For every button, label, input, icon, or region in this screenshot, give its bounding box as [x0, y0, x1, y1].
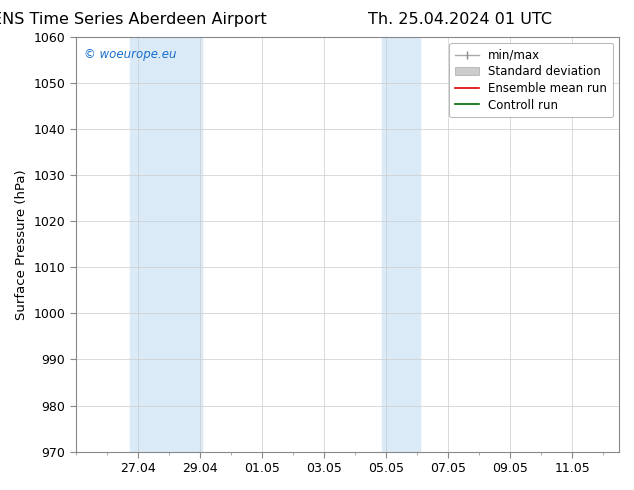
Text: © woeurope.eu: © woeurope.eu	[84, 48, 176, 60]
Text: Th. 25.04.2024 01 UTC: Th. 25.04.2024 01 UTC	[368, 12, 552, 27]
Bar	[130, 37, 202, 452]
Legend: min/max, Standard deviation, Ensemble mean run, Controll run: min/max, Standard deviation, Ensemble me…	[450, 43, 613, 118]
Bar	[382, 37, 420, 452]
Text: ENS Time Series Aberdeen Airport: ENS Time Series Aberdeen Airport	[0, 12, 266, 27]
Y-axis label: Surface Pressure (hPa): Surface Pressure (hPa)	[15, 169, 28, 319]
